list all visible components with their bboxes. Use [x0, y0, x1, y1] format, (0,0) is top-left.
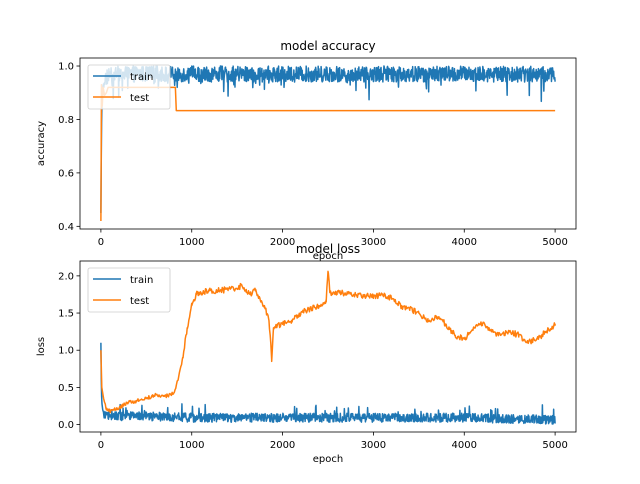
loss-xtick-label: 5000 [542, 440, 567, 451]
accuracy-legend-label-train: train [130, 72, 153, 83]
loss-ytick-label: 1.5 [58, 309, 74, 320]
accuracy-legend: train test [87, 64, 171, 110]
accuracy-axes-frame [79, 57, 577, 230]
loss-chart: model loss 0 1000 2000 3000 4000 5000 0.0 0.5 1.0… [36, 242, 577, 465]
loss-series-test [100, 270, 556, 414]
accuracy-ylabel: accuracy [36, 121, 47, 166]
accuracy-xlabel: epoch [313, 251, 343, 262]
loss-title: model loss [296, 242, 360, 256]
accuracy-xtick-label: 4000 [452, 237, 477, 248]
accuracy-legend-frame [87, 64, 171, 110]
accuracy-ytick-label: 0.6 [58, 168, 74, 179]
loss-ylabel: loss [36, 337, 47, 356]
loss-ytick-label: 0.0 [58, 420, 74, 431]
accuracy-legend-label-test: test [130, 93, 149, 104]
loss-ytick-label: 2.0 [58, 271, 74, 282]
accuracy-series-train [100, 65, 556, 213]
accuracy-xtick-label: 5000 [542, 237, 567, 248]
loss-legend-frame [87, 267, 171, 313]
accuracy-title: model accuracy [280, 39, 375, 53]
accuracy-xtick-label: 2000 [270, 237, 295, 248]
accuracy-ytick-label: 1.0 [58, 62, 74, 73]
loss-series-train [100, 342, 556, 425]
accuracy-ytick-label: 0.8 [58, 115, 74, 126]
accuracy-chart: model accuracy 0 1000 2000 3000 4000 5000 0.4 0.… [36, 39, 577, 262]
loss-legend: train test [87, 267, 171, 313]
accuracy-xtick-label: 1000 [179, 237, 204, 248]
accuracy-xtick-label: 0 [98, 237, 104, 248]
loss-ytick-label: 0.5 [58, 383, 74, 394]
accuracy-ytick-label: 0.4 [58, 222, 74, 233]
loss-legend-label-train: train [130, 275, 153, 286]
loss-xtick-label: 4000 [452, 440, 477, 451]
loss-xtick-label: 1000 [179, 440, 204, 451]
loss-xtick-label: 3000 [361, 440, 386, 451]
loss-legend-label-test: test [130, 296, 149, 307]
loss-xlabel: epoch [313, 454, 343, 465]
loss-xtick-label: 2000 [270, 440, 295, 451]
loss-xtick-label: 0 [98, 440, 104, 451]
loss-ytick-label: 1.0 [58, 346, 74, 357]
loss-axes-frame [79, 260, 577, 433]
accuracy-xtick-label: 3000 [361, 237, 386, 248]
